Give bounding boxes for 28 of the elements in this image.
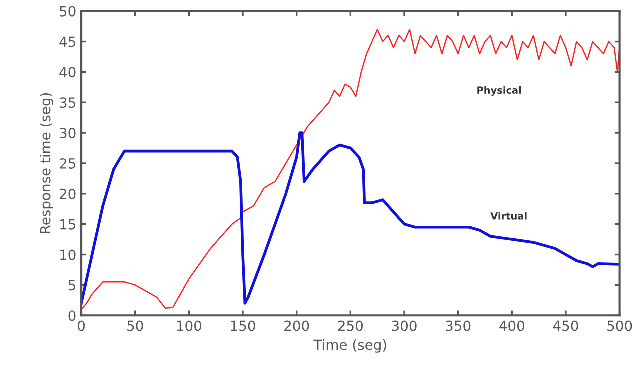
line-series (82, 132, 620, 305)
x-tick-label: 250 (338, 320, 363, 332)
y-tick-label: 10 (60, 250, 76, 260)
y-tick-label: 0 (68, 310, 76, 322)
x-tick-label: 0 (78, 320, 86, 332)
x-tick-label: 300 (392, 320, 417, 332)
line-series (82, 28, 620, 310)
x-tick-label: 500 (608, 320, 632, 332)
y-tick-label: 25 (60, 158, 76, 169)
y-tick-label: 30 (60, 128, 76, 139)
text: Physical (478, 86, 522, 96)
x-tick-label: 450 (553, 320, 578, 332)
x-axis-title: Time (seg) (314, 339, 386, 353)
y-tick-label: 20 (60, 188, 76, 200)
x-tick-label: 100 (177, 320, 202, 332)
x-tick-label: 150 (231, 320, 256, 332)
y-tick-label: 45 (60, 36, 76, 48)
y-tick-label: 15 (60, 219, 76, 230)
y-axis-title: Response time (seg) (40, 94, 54, 234)
y-tick-label: 50 (60, 6, 76, 17)
x-tick-label: 50 (128, 320, 144, 332)
x-tick-label: 200 (284, 320, 310, 332)
x-tick-label: 350 (446, 320, 471, 332)
y-tick-label: 40 (60, 67, 76, 78)
y-tick-label: 35 (60, 98, 76, 108)
series-label: Virtual (490, 212, 527, 220)
y-tick-label: 5 (68, 280, 76, 291)
x-tick-label: 400 (500, 320, 524, 332)
